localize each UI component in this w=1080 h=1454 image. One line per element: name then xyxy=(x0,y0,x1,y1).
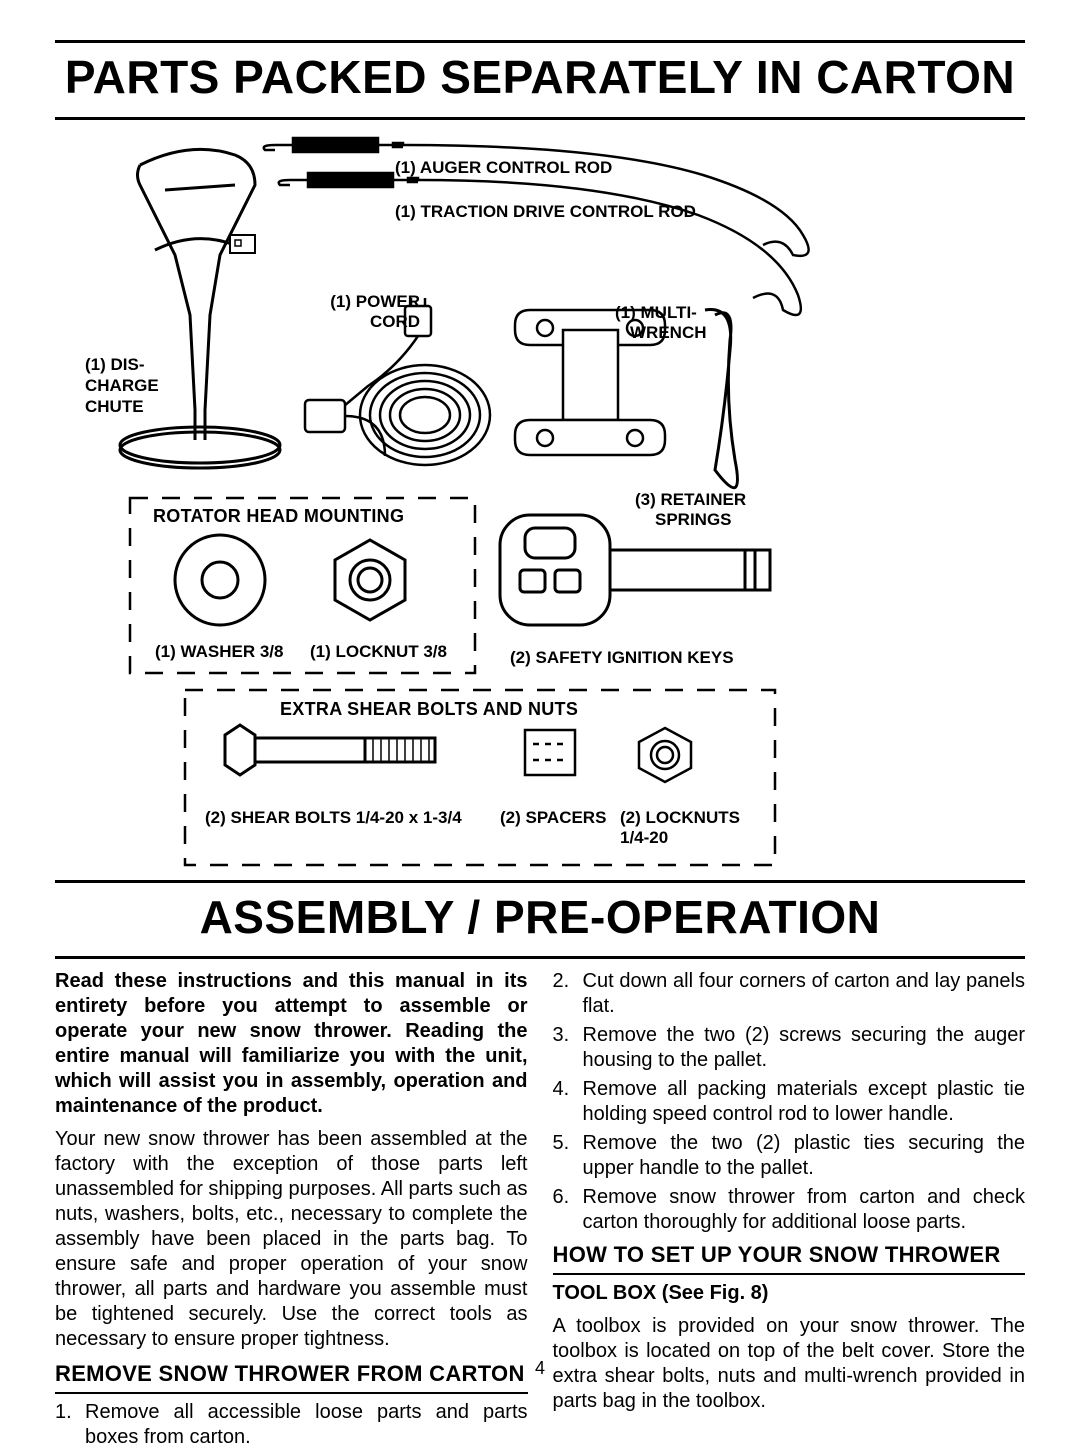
intro-body: Your new snow thrower has been assembled… xyxy=(55,1127,528,1352)
right-column: 2. Cut down all four corners of carton a… xyxy=(553,969,1026,1454)
parts-title: PARTS PACKED SEPARATELY IN CARTON xyxy=(55,43,1025,117)
mid-rule-2 xyxy=(55,956,1025,959)
step-5: 5. Remove the two (2) plastic ties secur… xyxy=(553,1131,1026,1181)
intro-bold: Read these instructions and this manual … xyxy=(55,969,528,1119)
toolbox-heading: TOOL BOX (See Fig. 8) xyxy=(553,1281,1026,1306)
step-5-text: Remove the two (2) plastic ties securing… xyxy=(583,1131,1026,1181)
step-6-text: Remove snow thrower from carton and chec… xyxy=(583,1185,1026,1235)
left-column: Read these instructions and this manual … xyxy=(55,969,528,1454)
step-1: 1. Remove all accessible loose parts and… xyxy=(55,1400,528,1450)
label-multi-wrench-1: (1) MULTI- xyxy=(615,303,697,323)
step-3: 3. Remove the two (2) screws securing th… xyxy=(553,1023,1026,1073)
step-5-num: 5. xyxy=(553,1131,583,1181)
sub-rule-left xyxy=(55,1392,528,1394)
step-4-num: 4. xyxy=(553,1077,583,1127)
assembly-title: ASSEMBLY / PRE-OPERATION xyxy=(55,883,1025,957)
label-spacers: (2) SPACERS xyxy=(500,808,606,828)
step-2-text: Cut down all four corners of carton and … xyxy=(583,969,1026,1019)
label-discharge-1: (1) DIS- xyxy=(85,355,145,375)
step-6: 6. Remove snow thrower from carton and c… xyxy=(553,1185,1026,1235)
label-locknuts-14-1: (2) LOCKNUTS xyxy=(620,808,740,828)
label-multi-wrench-2: WRENCH xyxy=(630,323,707,343)
step-2-num: 2. xyxy=(553,969,583,1019)
step-2: 2. Cut down all four corners of carton a… xyxy=(553,969,1026,1019)
step-6-num: 6. xyxy=(553,1185,583,1235)
label-auger-rod: (1) AUGER CONTROL ROD xyxy=(395,158,612,178)
label-discharge-2: CHARGE xyxy=(85,376,159,396)
label-shear-bolts: (2) SHEAR BOLTS 1/4-20 x 1-3/4 xyxy=(205,808,462,828)
step-1-text: Remove all accessible loose parts and pa… xyxy=(85,1400,528,1450)
label-extra-shear: EXTRA SHEAR BOLTS AND NUTS xyxy=(280,698,578,721)
label-power-cord-2: CORD xyxy=(330,312,420,332)
step-3-text: Remove the two (2) screws securing the a… xyxy=(583,1023,1026,1073)
toolbox-body: A toolbox is provided on your snow throw… xyxy=(553,1314,1026,1414)
sub-setup: HOW TO SET UP YOUR SNOW THROWER xyxy=(553,1241,1026,1269)
label-washer: (1) WASHER 3/8 xyxy=(155,642,283,662)
label-discharge-3: CHUTE xyxy=(85,397,144,417)
label-safety-keys: (2) SAFETY IGNITION KEYS xyxy=(510,648,734,668)
step-1-num: 1. xyxy=(55,1400,85,1450)
label-retainer-1: (3) RETAINER xyxy=(635,490,746,510)
label-locknuts-14-2: 1/4-20 xyxy=(620,828,668,848)
step-3-num: 3. xyxy=(553,1023,583,1073)
label-retainer-2: SPRINGS xyxy=(655,510,732,530)
diagram-svg xyxy=(55,120,1025,880)
label-traction-rod: (1) TRACTION DRIVE CONTROL ROD xyxy=(395,202,696,222)
text-columns: Read these instructions and this manual … xyxy=(55,969,1025,1454)
label-locknut-38: (1) LOCKNUT 3/8 xyxy=(310,642,447,662)
step-4: 4. Remove all packing materials except p… xyxy=(553,1077,1026,1127)
parts-diagram: (1) AUGER CONTROL ROD (1) TRACTION DRIVE… xyxy=(55,120,1025,880)
page-number: 4 xyxy=(535,1357,545,1380)
sub-rule-right xyxy=(553,1273,1026,1275)
label-power-cord-1: (1) POWER xyxy=(330,292,420,312)
step-4-text: Remove all packing materials except plas… xyxy=(583,1077,1026,1127)
label-rotator-head: ROTATOR HEAD MOUNTING xyxy=(153,505,404,528)
sub-remove: REMOVE SNOW THROWER FROM CARTON xyxy=(55,1360,528,1388)
